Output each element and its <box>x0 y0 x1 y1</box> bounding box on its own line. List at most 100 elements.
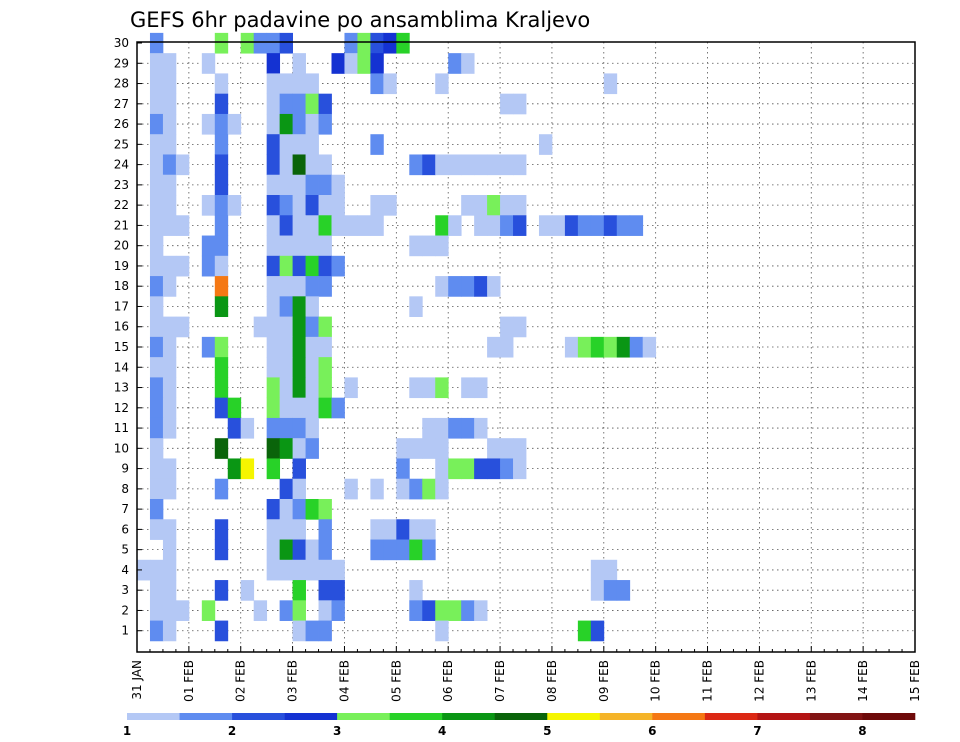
heat-cell <box>162 600 177 621</box>
heat-cell <box>292 255 306 277</box>
y-tick-label: 9 <box>121 462 129 476</box>
heat-cell <box>344 478 358 500</box>
heat-cell <box>305 235 319 257</box>
heat-cell <box>461 600 475 621</box>
y-tick-label: 29 <box>114 56 129 70</box>
heat-cell <box>474 458 488 480</box>
heat-cell <box>487 458 501 480</box>
heat-cell <box>435 276 449 297</box>
heat-cell <box>149 478 164 500</box>
heat-cell <box>214 154 229 176</box>
heat-cell <box>149 600 164 621</box>
chart-title: GEFS 6hr padavine po ansamblima Kraljevo <box>130 8 590 32</box>
heat-cell <box>305 174 319 196</box>
y-tick-label: 12 <box>114 401 129 415</box>
heat-cell <box>279 397 293 419</box>
heat-cell <box>305 397 319 419</box>
heat-cell <box>305 134 319 155</box>
heat-cell <box>227 113 242 135</box>
heat-cell <box>214 235 229 257</box>
y-tick-label: 20 <box>114 239 129 253</box>
x-tick-label: 07 FEB <box>493 660 507 702</box>
heat-cell <box>370 73 384 95</box>
heat-cell <box>577 620 592 642</box>
heat-cell <box>149 458 164 480</box>
heat-cell <box>292 195 306 216</box>
heat-cell <box>590 580 605 601</box>
heat-cell <box>318 336 332 358</box>
heat-cell <box>616 580 631 601</box>
heat-cell <box>292 498 306 520</box>
heat-cell <box>175 316 190 338</box>
heat-cell <box>448 276 462 297</box>
heat-cell <box>292 134 306 155</box>
heat-cell <box>266 73 281 95</box>
heat-cell <box>279 174 293 196</box>
heat-cell <box>448 600 462 621</box>
heat-cell <box>149 377 164 399</box>
heat-cell <box>175 255 190 277</box>
heat-cell <box>487 195 501 216</box>
heat-cell <box>240 580 255 601</box>
heat-cell <box>279 417 293 439</box>
heat-cell <box>396 438 410 459</box>
heat-cell <box>409 580 423 601</box>
y-tick-label: 8 <box>121 482 129 496</box>
heat-cell <box>331 215 345 236</box>
heat-cell <box>279 559 293 581</box>
y-tick-label: 5 <box>121 543 129 557</box>
heat-cell <box>162 478 177 500</box>
heat-cell <box>474 276 488 297</box>
heat-cell <box>422 519 436 540</box>
y-tick-label: 26 <box>114 117 129 131</box>
heat-cell <box>292 559 306 581</box>
heat-cell <box>214 113 229 135</box>
heat-cell <box>279 336 293 358</box>
heat-cell <box>162 580 177 601</box>
heat-cell <box>500 215 514 236</box>
heat-cell <box>305 255 319 277</box>
heat-cell <box>318 397 332 419</box>
heat-cell <box>513 458 527 480</box>
heat-cell <box>318 620 332 642</box>
heat-cell <box>603 215 618 236</box>
colorbar-label: 6 <box>648 724 656 738</box>
heat-cell <box>305 73 319 95</box>
heat-cell <box>266 174 281 196</box>
heat-cell <box>305 438 319 459</box>
heat-cell <box>175 154 190 176</box>
x-tick-label: 08 FEB <box>545 660 559 702</box>
y-tick-label: 18 <box>114 279 129 293</box>
heat-cell <box>538 215 553 236</box>
heat-cell <box>162 255 177 277</box>
heat-cell <box>279 478 293 500</box>
heat-cell <box>149 215 164 236</box>
heat-cell <box>461 154 475 176</box>
heat-cell <box>370 134 384 155</box>
heat-cell <box>461 53 475 74</box>
heat-cell <box>279 316 293 338</box>
heat-cell <box>396 478 410 500</box>
heat-cell <box>292 438 306 459</box>
heat-cell <box>149 73 164 95</box>
heat-cell <box>149 357 164 378</box>
colorbar-swatch <box>704 713 758 720</box>
heat-cell <box>577 215 592 236</box>
x-tick-label: 09 FEB <box>597 660 611 702</box>
y-tick-label: 15 <box>114 340 129 354</box>
heat-cell <box>253 600 268 621</box>
heat-cell <box>214 397 229 419</box>
heat-cell <box>279 255 293 277</box>
heat-cell <box>435 438 449 459</box>
heat-cell <box>266 134 281 155</box>
heat-cell <box>305 336 319 358</box>
colorbar-swatch <box>337 713 390 720</box>
heat-cell <box>292 235 306 257</box>
heat-cell <box>279 498 293 520</box>
heat-cell <box>292 93 306 115</box>
heat-cell <box>149 296 164 318</box>
heat-cell <box>370 478 384 500</box>
heat-cell <box>214 336 229 358</box>
heat-cell <box>162 377 177 399</box>
